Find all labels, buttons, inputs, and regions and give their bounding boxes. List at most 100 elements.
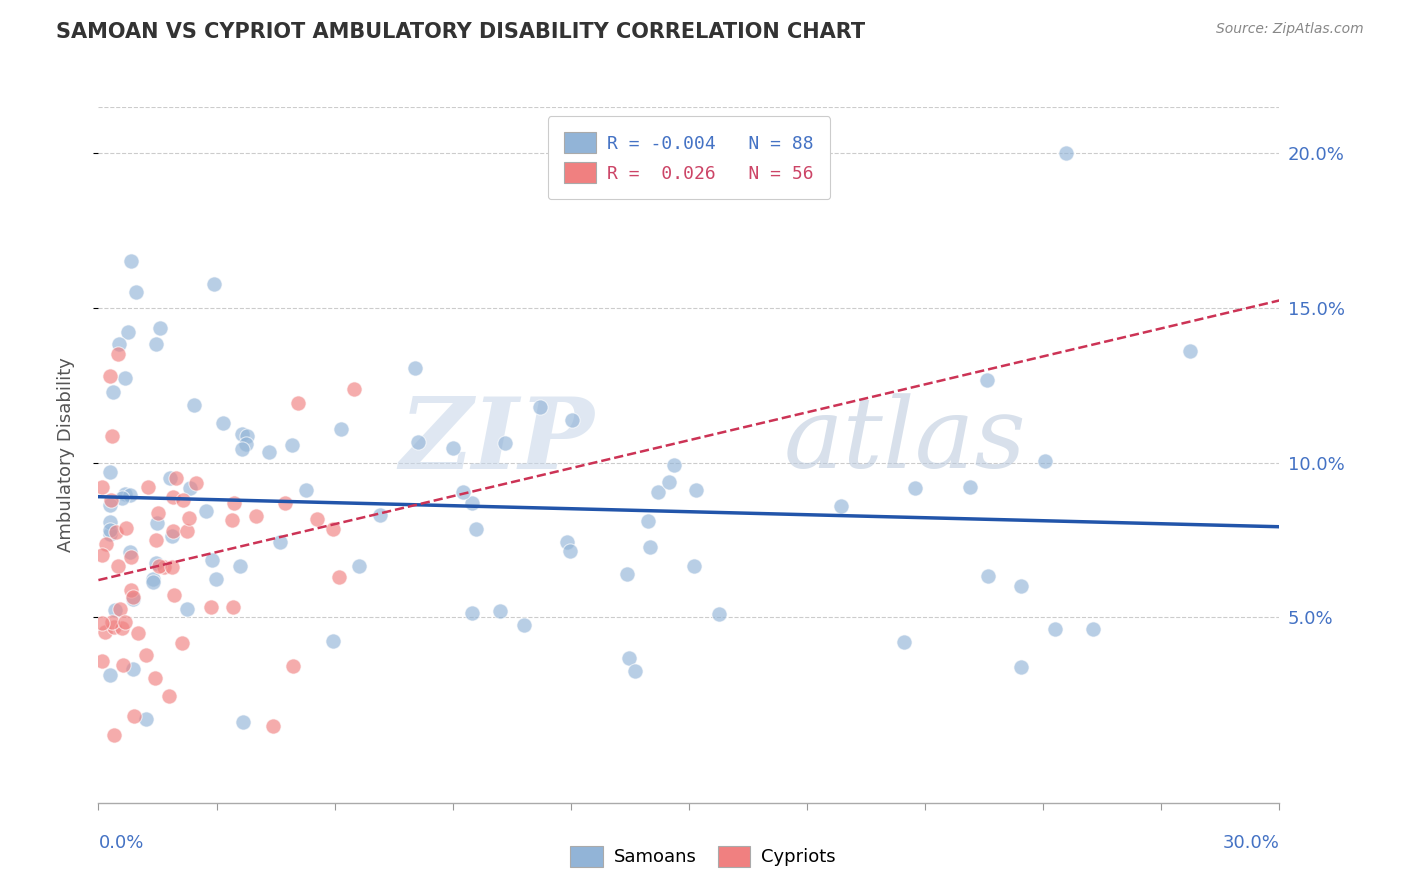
Point [236,429,259,443]
Point [176,524,198,538]
Point [98,498,121,512]
Point [165,471,187,485]
Point [232,714,254,729]
Point [127,625,149,640]
Point [322,522,344,536]
Point [114,487,136,501]
Point [145,533,167,547]
Text: 0.0%: 0.0% [98,834,143,852]
Point [235,436,257,450]
Point [122,592,145,607]
Point [283,659,305,673]
Point [146,506,169,520]
Point [893,634,915,648]
Point [91,549,114,563]
Point [107,558,129,573]
Point [105,525,128,540]
Point [125,285,148,299]
Point [98,515,121,529]
Point [143,671,166,685]
Point [204,572,226,586]
Point [118,544,141,558]
Point [231,427,253,442]
Point [461,606,484,620]
Point [195,504,218,518]
Legend: Samoans, Cypriots: Samoans, Cypriots [562,838,844,874]
Y-axis label: Ambulatory Disability: Ambulatory Disability [56,358,75,552]
Point [91,616,114,631]
Point [142,574,165,589]
Point [441,441,464,455]
Point [135,648,157,662]
Point [148,559,170,574]
Point [145,336,167,351]
Point [122,591,145,605]
Text: SAMOAN VS CYPRIOT AMBULATORY DISABILITY CORRELATION CHART: SAMOAN VS CYPRIOT AMBULATORY DISABILITY … [56,22,865,42]
Point [91,653,114,667]
Point [231,442,253,456]
Point [120,487,142,501]
Point [453,485,475,500]
Point [269,535,291,549]
Point [136,480,159,494]
Point [98,527,121,541]
Point [976,373,998,387]
Point [202,277,225,292]
Point [121,662,143,676]
Text: 30.0%: 30.0% [1223,834,1279,852]
Point [1010,660,1032,674]
Point [1081,622,1104,636]
Point [98,668,121,682]
Point [623,664,645,678]
Point [149,321,172,335]
Point [111,491,134,505]
Point [98,466,121,480]
Point [172,492,194,507]
Point [98,523,121,537]
Point [222,599,245,614]
Point [100,492,122,507]
Point [619,650,641,665]
Point [904,481,927,495]
Point [108,336,131,351]
Point [513,618,536,632]
Point [294,483,316,497]
Point [146,516,169,531]
Point [322,633,344,648]
Point [170,636,193,650]
Point [94,624,117,639]
Point [100,428,122,442]
Point [107,347,129,361]
Text: atlas: atlas [783,393,1026,489]
Point [101,384,124,399]
Point [176,601,198,615]
Point [328,570,350,584]
Point [101,615,124,630]
Point [162,529,184,543]
Point [465,522,488,536]
Point [977,569,1000,583]
Point [529,400,551,414]
Point [120,253,142,268]
Point [163,588,186,602]
Point [104,602,127,616]
Point [221,512,243,526]
Point [460,496,482,510]
Point [122,709,145,723]
Point [179,482,201,496]
Point [616,566,638,581]
Point [135,713,157,727]
Point [145,556,167,570]
Point [110,602,132,616]
Point [245,509,267,524]
Point [153,559,176,574]
Point [647,485,669,500]
Point [368,508,391,522]
Point [1033,454,1056,468]
Point [489,604,512,618]
Point [162,490,184,504]
Point [120,582,142,597]
Point [558,544,581,558]
Point [114,371,136,385]
Point [1010,579,1032,593]
